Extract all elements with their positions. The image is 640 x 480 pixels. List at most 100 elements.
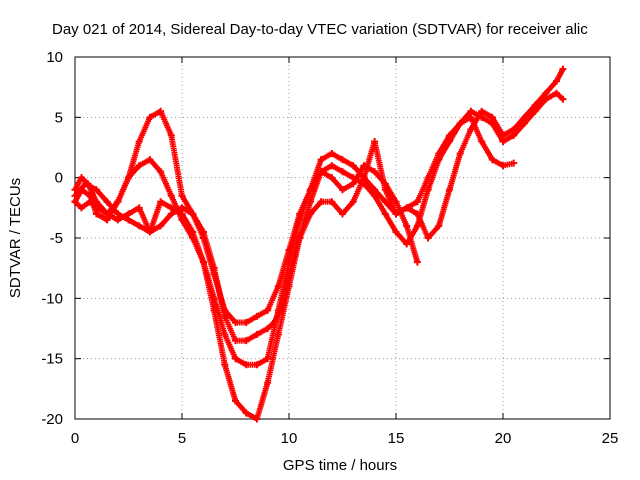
data-point	[553, 89, 560, 97]
data-point	[339, 210, 346, 218]
data-point	[559, 95, 567, 103]
data-point	[328, 150, 336, 158]
data-point	[253, 331, 261, 339]
data-point	[92, 204, 100, 212]
data-point	[392, 210, 400, 218]
data-point	[446, 137, 453, 145]
data-point	[77, 204, 85, 212]
data-point	[413, 198, 421, 206]
tick-labels: 0 5 10 15 20 25 -20 -15 -10 -5 0 5 10	[41, 49, 618, 447]
data-point	[264, 306, 272, 314]
data-point	[499, 137, 507, 145]
data-series	[71, 162, 421, 423]
data-point	[339, 168, 346, 176]
data-point	[478, 137, 486, 145]
data-point	[328, 162, 336, 170]
data-point	[371, 192, 379, 200]
data-point	[349, 162, 357, 170]
data-point	[125, 174, 132, 182]
data-point	[178, 210, 186, 218]
data-point	[553, 77, 560, 85]
data-point	[242, 409, 250, 417]
data-point	[510, 131, 518, 139]
data-point	[86, 198, 94, 206]
x-tick-label: 25	[602, 430, 619, 447]
data-point	[157, 198, 165, 206]
data-point	[381, 186, 389, 194]
x-tick-label: 10	[281, 430, 298, 447]
data-series	[71, 65, 567, 345]
y-tick-label: 10	[46, 49, 63, 66]
data-point	[306, 210, 314, 218]
data-point	[424, 234, 432, 242]
data-point	[403, 222, 411, 230]
data-point	[178, 204, 186, 212]
y-tick-label: -5	[50, 230, 63, 247]
data-point	[456, 119, 464, 127]
data-point	[92, 210, 100, 218]
x-tick-label: 5	[178, 430, 186, 447]
data-point	[435, 156, 443, 164]
y-tick-label: 5	[55, 109, 63, 126]
data-point	[435, 222, 443, 230]
data-point	[264, 325, 272, 332]
data-point	[559, 65, 567, 73]
data-point	[542, 89, 550, 97]
data-point	[199, 228, 207, 236]
data-point	[253, 312, 261, 320]
chart-title: Day 021 of 2014, Sidereal Day-to-day VTE…	[52, 21, 588, 38]
data-point	[371, 137, 379, 145]
data-point	[135, 137, 143, 145]
series-trace	[72, 114, 517, 368]
data-point	[467, 107, 475, 115]
data-point	[103, 198, 111, 206]
data-point	[135, 204, 143, 212]
data-point	[232, 337, 239, 345]
data-point	[146, 228, 154, 236]
data-point	[392, 228, 400, 236]
data-point	[392, 198, 400, 206]
data-point	[403, 204, 411, 212]
data-point	[221, 331, 229, 339]
data-point	[167, 204, 175, 212]
data-point	[199, 258, 207, 266]
data-point	[114, 216, 122, 224]
data-point	[467, 125, 475, 133]
data-point	[499, 162, 507, 170]
data-point	[71, 192, 79, 200]
data-point	[456, 150, 464, 158]
data-point	[317, 198, 325, 206]
x-axis-label: GPS time / hours	[283, 457, 397, 474]
data-point	[317, 168, 325, 176]
data-point	[103, 216, 111, 224]
data-point	[446, 186, 453, 194]
data-point	[114, 210, 122, 218]
data-point	[77, 174, 85, 182]
data-point	[413, 258, 421, 266]
data-point	[296, 234, 304, 242]
data-point	[178, 192, 186, 200]
series-trace	[72, 162, 421, 422]
series-trace	[72, 66, 566, 344]
data-point	[167, 192, 175, 200]
data-point	[221, 361, 229, 369]
data-point	[403, 240, 411, 248]
data-point	[499, 131, 507, 139]
data-point	[232, 355, 239, 363]
data-point	[339, 156, 346, 164]
data-point	[253, 361, 261, 369]
series-group	[71, 65, 567, 423]
data-point	[531, 101, 539, 109]
data-point	[520, 113, 528, 121]
x-tick-label: 15	[388, 430, 405, 447]
data-point	[167, 131, 175, 139]
data-point	[146, 156, 154, 164]
data-point	[276, 306, 284, 314]
data-point	[413, 210, 421, 218]
data-point	[339, 186, 346, 194]
data-point	[210, 306, 218, 314]
data-point	[413, 222, 421, 230]
data-point	[82, 180, 90, 188]
data-point	[285, 270, 293, 278]
data-point	[424, 186, 432, 194]
